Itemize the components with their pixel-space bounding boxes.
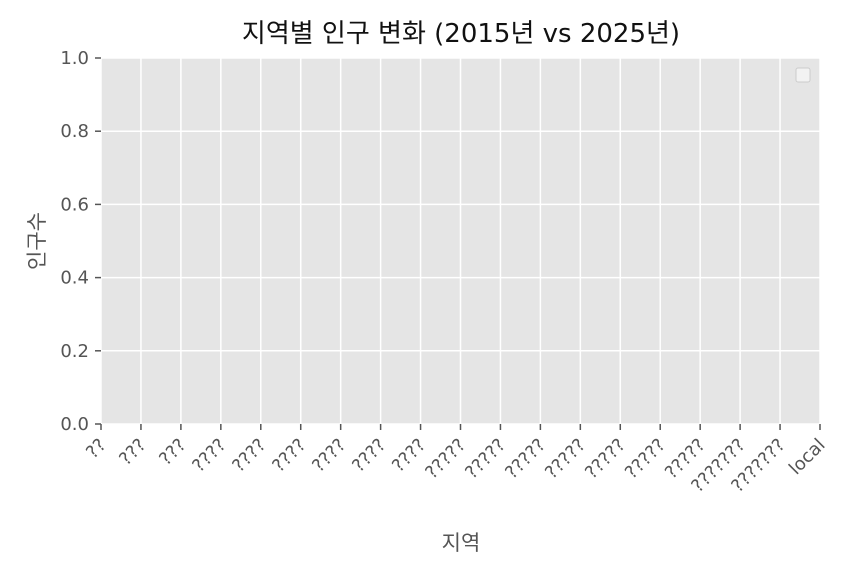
- legend-box: [795, 67, 811, 83]
- y-tick-label: 0.4: [60, 268, 89, 289]
- x-tick-label: ?????: [421, 435, 470, 484]
- x-tick-label: ?????: [461, 435, 510, 484]
- x-tick-label: ?????: [581, 435, 630, 484]
- y-tick-label: 0.6: [60, 194, 89, 215]
- grid: [100, 57, 821, 425]
- x-axis-label: 지역: [442, 531, 481, 555]
- x-tick-label: ????: [268, 435, 310, 477]
- x-tick-label: ???: [155, 435, 190, 470]
- y-tick-label: 1.0: [60, 48, 89, 69]
- x-tick-label: ????: [348, 435, 390, 477]
- y-tick-label: 0.8: [60, 121, 89, 142]
- x-tick-label: ?????: [501, 435, 550, 484]
- y-axis: 0.0 0.2 0.4 0.6 0.8 1.0: [60, 48, 101, 435]
- x-tick-label: ????: [228, 435, 270, 477]
- y-tick-label: 0.0: [60, 414, 89, 435]
- y-axis-label: 인구수: [25, 212, 49, 270]
- x-tick-label: ?????: [621, 435, 670, 484]
- y-tick-label: 0.2: [60, 341, 89, 362]
- x-tick-label: ???: [115, 435, 150, 470]
- x-tick-label: local: [785, 435, 830, 480]
- x-axis: ????????????????????????????????????????…: [82, 424, 830, 497]
- x-tick-label: ??: [82, 435, 110, 463]
- x-tick-label: ?????: [541, 435, 590, 484]
- x-tick-label: ????: [188, 435, 230, 477]
- chart-title: 지역별 인구 변화 (2015년 vs 2025년): [242, 19, 680, 49]
- x-tick-label: ????: [308, 435, 350, 477]
